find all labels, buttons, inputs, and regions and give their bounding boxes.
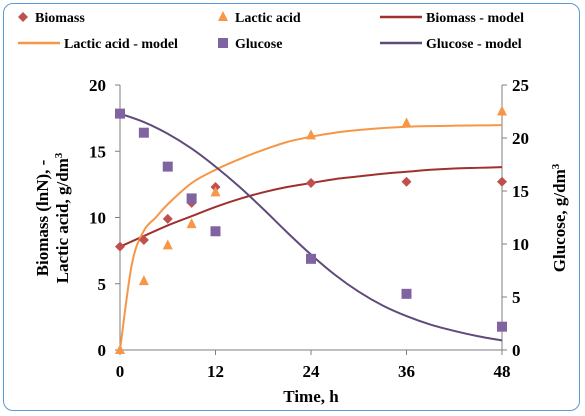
y-axis-left-title-line1: Biomass (lnN), - <box>33 159 52 276</box>
lactic-acid-point <box>401 117 412 128</box>
lactic-acid-point <box>497 105 507 116</box>
x-tick-label: 0 <box>116 362 125 381</box>
y-axis-right-unit-sup: 3 <box>550 163 562 169</box>
y-left-tick-label: 10 <box>89 209 106 228</box>
glucose-model-line <box>119 112 503 342</box>
lactic-acid-point <box>210 186 221 197</box>
y-right-tick-label: 0 <box>512 341 521 360</box>
y-axis-left-title-line2: Lactic acid, g/dm <box>53 158 72 283</box>
lactic-acid-point <box>306 129 316 140</box>
glucose-point <box>162 161 173 172</box>
legend-lactic-acid-label: Lactic acid <box>235 11 301 26</box>
glucose-point <box>210 226 221 237</box>
lactic-acid-point <box>138 275 149 286</box>
biomass-point <box>306 178 316 189</box>
legend-glucose-swatch <box>218 38 228 48</box>
y-axis-left-title: Biomass (lnN), - <box>33 159 52 276</box>
glucose-point <box>115 108 125 119</box>
biomass-point <box>497 176 507 187</box>
lactic-acid-model-line <box>119 124 503 351</box>
glucose-point <box>401 288 412 299</box>
x-axis-title: Time, h <box>283 387 339 406</box>
biomass-point <box>115 241 125 252</box>
y-left-tick-label: 20 <box>89 76 106 95</box>
biomass-point <box>138 235 149 246</box>
y-left-tick-label: 0 <box>98 341 107 360</box>
y-right-tick-label: 20 <box>512 129 529 148</box>
lactic-acid-point <box>115 344 125 354</box>
legend-glucose-label: Glucose <box>235 37 282 52</box>
y-left-tick-label: 5 <box>98 275 107 294</box>
legend: Biomass Lactic acid Biomass - model Lactic … <box>18 11 524 52</box>
model-lines <box>119 112 503 351</box>
glucose-point <box>497 321 507 332</box>
legend-lactic-acid-swatch <box>218 11 228 21</box>
glucose-point <box>138 127 149 138</box>
y-axis-right-title-text: Glucose, g/dm <box>550 169 569 272</box>
y-left-tick-label: 15 <box>89 142 106 161</box>
lactic-acid-point <box>162 239 173 250</box>
x-tick-label: 36 <box>398 362 415 381</box>
x-tick-label: 24 <box>303 362 321 381</box>
legend-biomass-swatch <box>18 12 28 22</box>
legend-lactic-acid-model-label: Lactic acid - model <box>64 37 178 52</box>
y-axis-left-unit-sup: 3 <box>53 152 65 158</box>
legend-biomass-model-label: Biomass - model <box>426 11 524 26</box>
y-right-tick-label: 15 <box>512 182 529 201</box>
y-right-tick-label: 10 <box>512 235 529 254</box>
chart-frame <box>3 3 580 411</box>
biomass-point <box>162 213 173 224</box>
y-right-tick-label: 25 <box>512 76 529 95</box>
biomass-point <box>401 176 412 187</box>
data-points <box>115 105 507 354</box>
x-tick-label: 12 <box>207 362 224 381</box>
y-right-tick-label: 5 <box>512 288 521 307</box>
y-axis-left-title-2: Lactic acid, g/dm3 <box>53 152 72 283</box>
x-tick-label: 48 <box>494 362 511 381</box>
glucose-point <box>186 193 197 204</box>
glucose-point <box>306 253 316 264</box>
y-axis-right-title: Glucose, g/dm3 <box>550 163 569 272</box>
lactic-acid-point <box>186 218 197 229</box>
legend-glucose-model-label: Glucose - model <box>426 37 522 52</box>
legend-biomass-label: Biomass <box>35 11 85 26</box>
